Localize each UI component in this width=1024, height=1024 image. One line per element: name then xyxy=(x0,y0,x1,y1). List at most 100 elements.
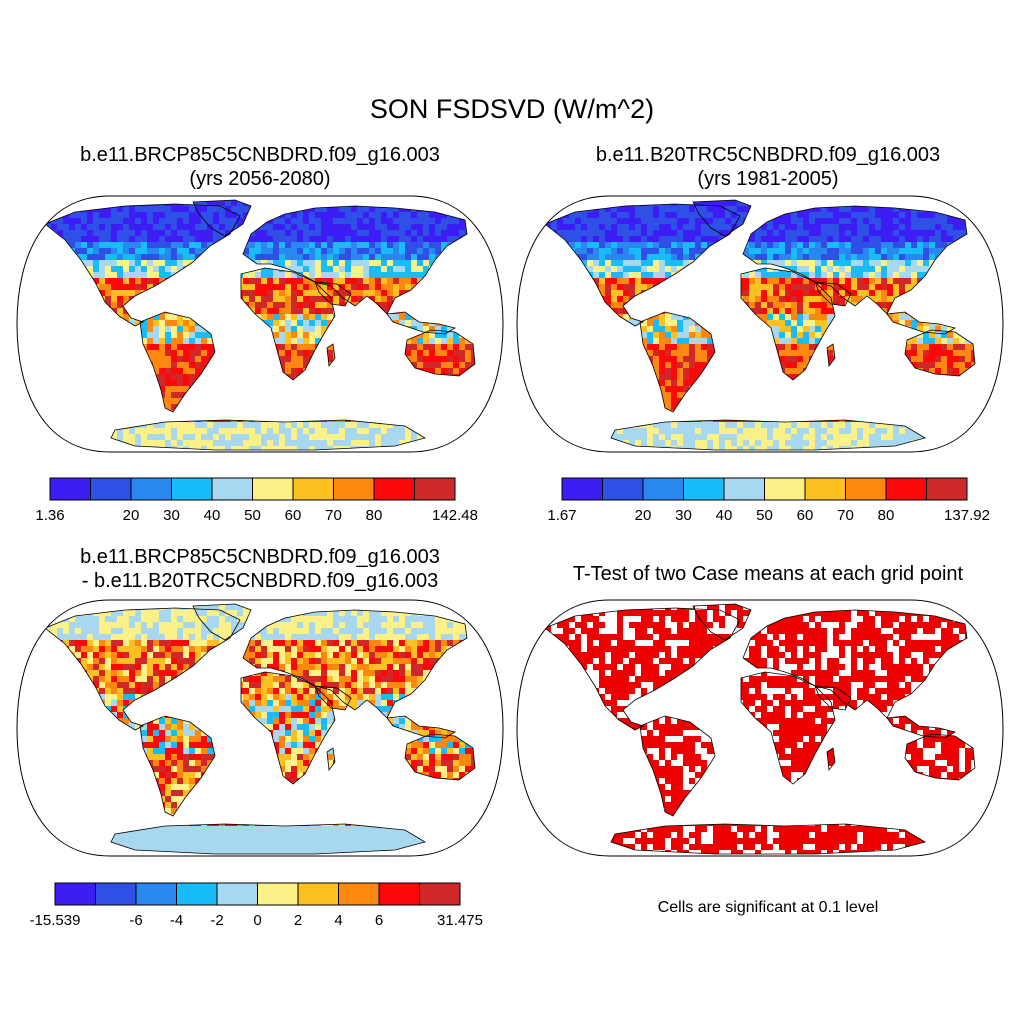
coastline-samerica xyxy=(639,715,716,817)
panel-3-case-line: b.e11.BRCP85C5CNBDRD.f09_g16.003 xyxy=(80,546,440,568)
colorbar-box xyxy=(885,477,927,501)
coastline-greenland xyxy=(692,603,752,641)
coastline-greenland xyxy=(692,199,752,237)
colorbar-box xyxy=(419,882,461,906)
coastline-eurasia xyxy=(742,205,968,315)
colorbar-label: 20 xyxy=(123,507,140,524)
coastline-namerica xyxy=(44,607,241,731)
coastline-africa xyxy=(240,267,336,381)
colorbar-label: 70 xyxy=(325,507,342,524)
colorbar-label: 142.48 xyxy=(432,507,478,524)
coastline-arabia xyxy=(314,685,352,711)
colorbar-panel-1: 1.36 20 30 40 50 60 70 80 142.48 xyxy=(35,477,478,524)
colorbar-box xyxy=(561,477,603,501)
colorbar-box xyxy=(373,477,415,501)
colorbar-label: 60 xyxy=(285,507,302,524)
colorbar-box xyxy=(257,882,299,906)
colorbar-box xyxy=(804,477,846,501)
coastline-seasia xyxy=(386,311,457,335)
colorbar-box xyxy=(723,477,765,501)
coastline-madagascar xyxy=(326,343,336,368)
coastline-madagascar xyxy=(326,747,336,772)
colorbar-label: 80 xyxy=(366,507,383,524)
colorbar-label: 40 xyxy=(716,507,733,524)
colorbar-box xyxy=(845,477,887,501)
colorbar-label: 80 xyxy=(878,507,895,524)
colorbar-box xyxy=(90,477,132,501)
coastline-australia xyxy=(904,329,976,377)
colorbar-label: -15.539 xyxy=(30,912,81,929)
coastline-antarctica xyxy=(110,823,427,855)
colorbar-box xyxy=(171,477,213,501)
colorbar-label: 50 xyxy=(756,507,773,524)
colorbar-label: 1.67 xyxy=(547,507,576,524)
colorbar-box xyxy=(602,477,644,501)
coastline-australia xyxy=(904,733,976,781)
coastline-eurasia xyxy=(242,205,468,315)
map-frame xyxy=(516,599,1004,857)
colorbar-box xyxy=(642,477,684,501)
colorbar-box xyxy=(926,477,968,501)
coastline-arabia xyxy=(314,281,352,307)
colorbar-box xyxy=(130,477,172,501)
map-frame xyxy=(516,195,1004,453)
colorbar-label: -4 xyxy=(170,912,183,929)
colorbar-box xyxy=(297,882,339,906)
colorbar-box xyxy=(54,882,96,906)
panel-3-title: b.e11.BRCP85C5CNBDRD.f09_g16.003 - b.e11… xyxy=(20,545,500,593)
map-panel-4 xyxy=(516,599,1004,857)
coastline-africa xyxy=(240,671,336,785)
panel-3-diff-line: - b.e11.B20TRC5CNBDRD.f09_g16.003 xyxy=(81,570,439,592)
colorbar-label: -6 xyxy=(129,912,142,929)
colorbar-label: 137.92 xyxy=(944,507,990,524)
colorbar-box xyxy=(176,882,218,906)
panel-4-title: T-Test of two Case means at each grid po… xyxy=(572,563,964,585)
coastline-australia xyxy=(404,329,476,377)
colorbar-box xyxy=(414,477,456,501)
colorbar-label: -2 xyxy=(210,912,223,929)
panel-1-years: (yrs 2056-2080) xyxy=(189,168,331,190)
coastline-seasia xyxy=(386,715,457,739)
coastline-samerica xyxy=(139,311,216,413)
coastline-namerica xyxy=(544,607,741,731)
coastline-greenland xyxy=(192,199,252,237)
map-panel-2 xyxy=(516,195,1004,453)
panel-2-title: b.e11.B20TRC5CNBDRD.f09_g16.003 (yrs 198… xyxy=(528,143,1008,191)
map-frame xyxy=(16,195,504,453)
colorbar-box xyxy=(95,882,137,906)
coastline-eurasia xyxy=(742,609,968,719)
panel-2-years: (yrs 1981-2005) xyxy=(697,168,839,190)
colorbar-label: 60 xyxy=(797,507,814,524)
colorbar-label: 70 xyxy=(837,507,854,524)
colorbar-label: 30 xyxy=(163,507,180,524)
coastline-arabia xyxy=(814,685,852,711)
colorbar-label: 50 xyxy=(244,507,261,524)
coastline-arabia xyxy=(814,281,852,307)
colorbar-box xyxy=(49,477,91,501)
colorbar-label: 6 xyxy=(375,912,383,929)
map-panel-3 xyxy=(16,599,504,857)
main-title: SON FSDSVD (W/m^2) xyxy=(369,94,655,124)
colorbar-label: 20 xyxy=(635,507,652,524)
coastline-seasia xyxy=(886,311,957,335)
colorbar-panel-3: -15.539 -6 -4 -2 0 2 4 6 31.475 xyxy=(30,882,483,929)
colorbar-label: 2 xyxy=(294,912,302,929)
coastline-australia xyxy=(404,733,476,781)
coastline-namerica xyxy=(44,203,241,327)
coastline-seasia xyxy=(886,715,957,739)
significance-note: Cells are significant at 0.1 level xyxy=(657,899,879,916)
panel-1-case-line: b.e11.BRCP85C5CNBDRD.f09_g16.003 xyxy=(80,144,440,166)
coastline-namerica xyxy=(544,203,741,327)
colorbar-label: 0 xyxy=(253,912,261,929)
coastline-samerica xyxy=(139,715,216,817)
colorbar-box xyxy=(292,477,334,501)
coastline-africa xyxy=(740,671,836,785)
coastline-antarctica xyxy=(110,419,427,451)
colorbar-label: 40 xyxy=(204,507,221,524)
coastline-africa xyxy=(740,267,836,381)
coastline-samerica xyxy=(639,311,716,413)
coastline-greenland xyxy=(192,603,252,641)
panel-1-title: b.e11.BRCP85C5CNBDRD.f09_g16.003 (yrs 20… xyxy=(20,143,500,191)
map-frame xyxy=(16,599,504,857)
coastline-antarctica xyxy=(610,419,927,451)
